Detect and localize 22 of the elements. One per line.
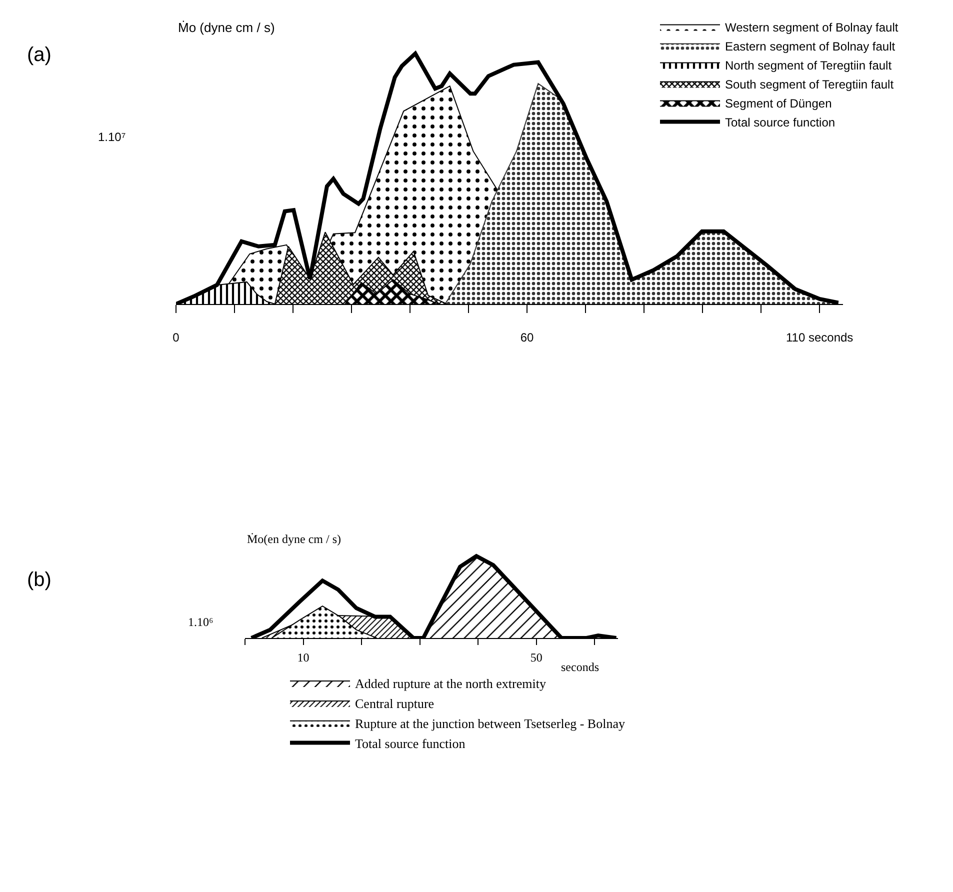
y-axis-title: Ṁo (dyne cm / s) [178, 20, 275, 35]
legend-label: South segment of Teregtiin fault [725, 77, 894, 92]
x-tick-label: 0 [172, 330, 180, 344]
x-tick-label: 50 [530, 650, 542, 664]
legend-label: Rupture at the junction between Tsetserleg - Bolnay [355, 716, 626, 731]
text: (a) [27, 44, 52, 66]
legend-label: Total source function [355, 736, 466, 751]
text: (b) [27, 569, 52, 591]
legend-label: Added rupture at the north extremity [355, 676, 546, 692]
x-tick-label: 60 [520, 330, 534, 344]
legend-label: Eastern segment of Bolnay fault [725, 39, 896, 54]
legend-label: Western segment of Bolnay fault [725, 20, 899, 34]
y-axis-title: Ṁo(en dyne cm / s) [247, 532, 341, 546]
text: 1.10⁷ [98, 130, 126, 144]
legend-label: Total source function [725, 115, 836, 130]
legend-label: Segment of Düngen [725, 96, 832, 110]
text: 1.10⁶ [188, 615, 214, 629]
legend-label: North segment of Teregtiin fault [725, 58, 892, 72]
x-axis-title: seconds [561, 660, 600, 674]
x-tick-label: 10 [297, 650, 310, 664]
x-tick-label: 110 seconds [786, 330, 854, 344]
legend-label: Central rupture [355, 696, 434, 712]
